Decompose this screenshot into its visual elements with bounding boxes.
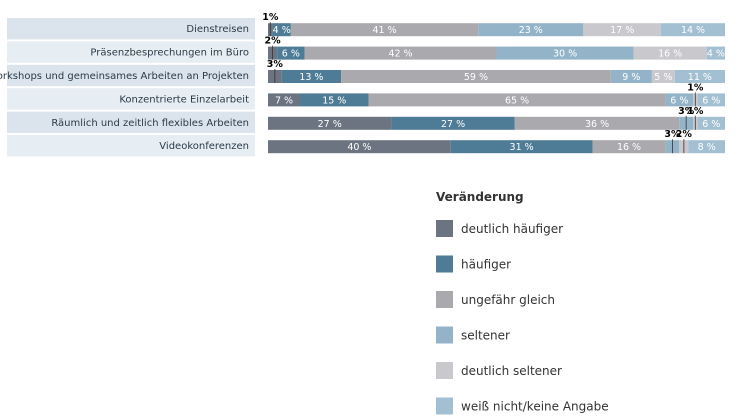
legend-title: Veränderung bbox=[436, 190, 524, 204]
segment-value-label: 27 % bbox=[318, 119, 342, 130]
legend-label: deutlich seltener bbox=[461, 364, 562, 378]
segment-value-label: 2% bbox=[264, 36, 281, 47]
category-band bbox=[7, 135, 255, 157]
bar-segment bbox=[281, 70, 342, 83]
segment-value-label: 40 % bbox=[347, 142, 371, 153]
segment-value-label: 27 % bbox=[441, 119, 465, 130]
legend-swatch bbox=[436, 397, 453, 415]
bar-segment bbox=[272, 23, 291, 37]
segment-value-label: 36 % bbox=[585, 119, 609, 130]
segment-value-label: 16 % bbox=[617, 142, 641, 153]
legend-label: häufiger bbox=[461, 258, 511, 272]
category-label: Workshops und gemeinsames Arbeiten an Pr… bbox=[0, 71, 249, 82]
bar-segment bbox=[496, 46, 634, 60]
bar-segment bbox=[268, 93, 300, 107]
bar-segment bbox=[277, 46, 305, 60]
bar-segment bbox=[706, 46, 725, 60]
segment-value-label: 1% bbox=[687, 82, 704, 93]
legend-label: ungefähr gleich bbox=[461, 293, 555, 307]
bar-segment bbox=[478, 23, 584, 37]
segment-value-label: 3% bbox=[678, 106, 695, 117]
bar-segment bbox=[268, 140, 451, 154]
segment-value-label: 4 % bbox=[707, 49, 725, 60]
segment-value-label: 11 % bbox=[688, 72, 712, 83]
bar-segment bbox=[661, 23, 725, 37]
bar-segment bbox=[610, 70, 652, 83]
bar-segment bbox=[592, 140, 666, 154]
segment-value-label: 3% bbox=[664, 129, 681, 140]
segment-value-label: 30 % bbox=[553, 49, 577, 60]
bar-segment bbox=[651, 70, 675, 83]
legend-label: weiß nicht/keine Angabe bbox=[461, 400, 609, 414]
legend-label: seltener bbox=[461, 329, 510, 343]
segment-value-label: 6 % bbox=[702, 119, 720, 130]
category-label: Dienstreisen bbox=[186, 24, 249, 35]
bar-segment bbox=[583, 23, 662, 37]
segment-value-label: 5 % bbox=[654, 72, 672, 83]
bar-segment bbox=[674, 70, 725, 83]
legend-swatch bbox=[436, 291, 453, 308]
category-label: Präsenzbesprechungen im Büro bbox=[90, 48, 249, 59]
segment-value-label: 65 % bbox=[505, 95, 529, 106]
segment-value-label: 6 % bbox=[702, 95, 720, 106]
category-band bbox=[7, 88, 255, 110]
segment-value-label: 59 % bbox=[464, 72, 488, 83]
segment-value-label: 8 % bbox=[698, 142, 716, 153]
segment-value-label: 17 % bbox=[610, 25, 634, 36]
bar-segment bbox=[290, 23, 479, 37]
segment-value-label: 1% bbox=[687, 106, 704, 117]
segment-value-label: 7 % bbox=[275, 95, 293, 106]
bar-segment bbox=[688, 140, 725, 154]
bar-segment bbox=[299, 93, 369, 107]
bar-segment bbox=[368, 93, 666, 107]
segment-value-label: 14 % bbox=[681, 25, 705, 36]
category-band bbox=[7, 64, 255, 87]
segment-value-label: 31 % bbox=[510, 142, 534, 153]
segment-value-label: 4 % bbox=[273, 25, 291, 36]
segment-value-label: 3% bbox=[267, 59, 284, 70]
segment-value-label: 15 % bbox=[322, 95, 346, 106]
segment-value-label: 42 % bbox=[388, 49, 412, 60]
bar-segment bbox=[697, 93, 725, 107]
segment-value-label: 41 % bbox=[372, 25, 396, 36]
segment-value-label: 16 % bbox=[658, 49, 682, 60]
segment-value-label: 9 % bbox=[622, 72, 640, 83]
category-label: Videokonferenzen bbox=[159, 141, 249, 152]
segment-value-label: 13 % bbox=[299, 72, 323, 83]
bar-segment bbox=[391, 116, 515, 130]
segment-value-label: 23 % bbox=[519, 25, 543, 36]
bar-segment bbox=[514, 116, 680, 130]
category-band bbox=[7, 18, 255, 40]
segment-value-label: 6 % bbox=[670, 95, 688, 106]
category-band bbox=[7, 41, 255, 63]
legend-label: deutlich häufiger bbox=[461, 222, 563, 236]
segment-value-label: 1% bbox=[262, 12, 279, 23]
category-band bbox=[7, 111, 255, 133]
category-label: Konzentrierte Einzelarbeit bbox=[119, 94, 249, 105]
bar-segment bbox=[665, 93, 694, 107]
bar-segment bbox=[304, 46, 497, 60]
bar-segment bbox=[268, 116, 392, 130]
category-label: Räumlich und zeitlich flexibles Arbeiten bbox=[51, 118, 249, 129]
bar-segment bbox=[633, 46, 707, 60]
legend-swatch bbox=[436, 326, 453, 344]
bar-segment bbox=[697, 116, 725, 130]
legend-swatch bbox=[436, 362, 453, 379]
segment-value-label: 2% bbox=[676, 129, 693, 140]
bar-segment bbox=[450, 140, 593, 154]
bar-segment bbox=[341, 70, 611, 83]
legend-swatch bbox=[436, 255, 453, 273]
segment-value-label: 6 % bbox=[282, 49, 300, 60]
legend-swatch bbox=[436, 220, 453, 237]
